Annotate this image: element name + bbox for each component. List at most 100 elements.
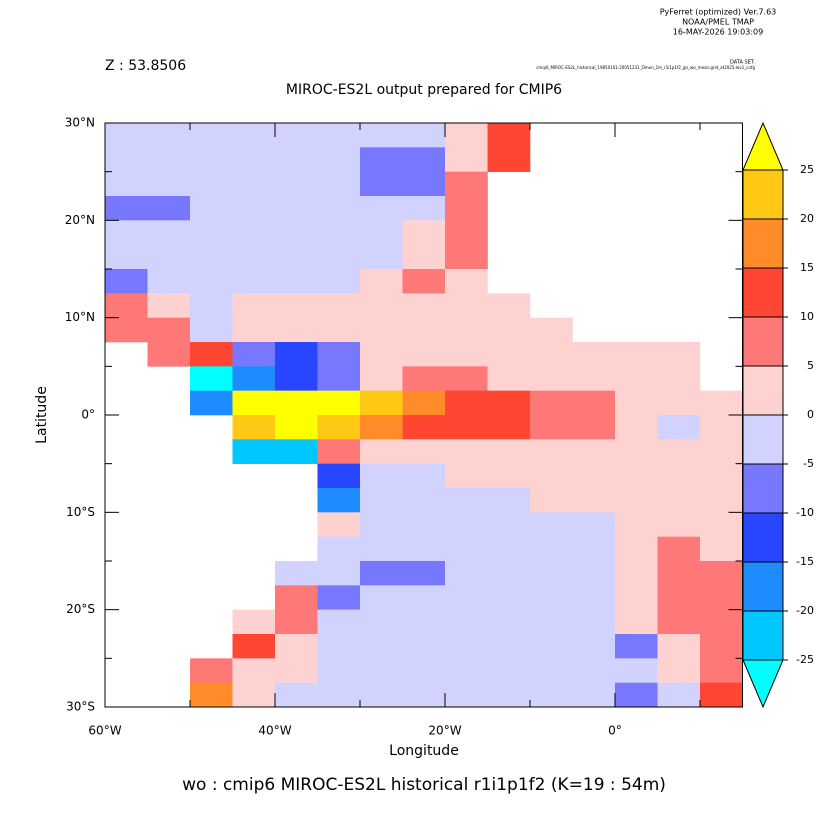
- cell: [275, 415, 318, 440]
- cell: [105, 269, 148, 294]
- cell: [700, 439, 743, 464]
- cell: [700, 512, 743, 537]
- cell: [402, 171, 446, 197]
- colorbar-bin: [742, 512, 784, 563]
- cell: [615, 561, 658, 586]
- cell: [360, 123, 403, 148]
- cell: [402, 317, 446, 343]
- cell: [360, 196, 403, 221]
- cell: [445, 196, 488, 221]
- cell: [445, 585, 488, 610]
- cell: [487, 463, 531, 489]
- cell: [572, 561, 616, 586]
- cell: [487, 634, 531, 659]
- cell: [360, 317, 403, 343]
- cell: [275, 658, 318, 683]
- y-tick-label: 0°: [81, 408, 95, 422]
- x-axis-label: Longitude: [389, 743, 459, 759]
- cell: [445, 366, 488, 391]
- colorbar-bin: [742, 610, 784, 661]
- cell: [232, 244, 276, 270]
- cell: [190, 220, 233, 245]
- cell: [572, 512, 616, 537]
- axes: 60°W 40°W 20°W 0° 30°N 20°N 10°N 0° 10°S 20°S 30°S…: [65, 116, 814, 738]
- cell: [402, 512, 446, 537]
- cell: [700, 390, 743, 416]
- cell: [105, 196, 148, 221]
- colorbar-label: 25: [800, 163, 814, 176]
- colorbar-label: -15: [796, 555, 814, 568]
- cell: [232, 123, 276, 148]
- cell: [487, 123, 531, 148]
- cell: [317, 609, 361, 635]
- cell: [147, 147, 191, 172]
- cell: [700, 609, 743, 635]
- cell: [700, 634, 743, 659]
- cell: [445, 439, 488, 464]
- cell: [275, 585, 318, 610]
- cell: [530, 536, 573, 562]
- cell: [190, 244, 233, 270]
- cell: [445, 293, 488, 318]
- cell: [232, 317, 276, 343]
- x-tick-label: 60°W: [88, 724, 121, 738]
- cell: [275, 682, 318, 708]
- cell: [317, 658, 361, 683]
- cell: [317, 244, 361, 270]
- cell: [572, 415, 616, 440]
- cell: [360, 609, 403, 635]
- cell: [360, 536, 403, 562]
- cell: [317, 196, 361, 221]
- cell: [317, 536, 361, 562]
- cell: [402, 463, 446, 489]
- cell: [232, 342, 276, 367]
- cell: [147, 342, 191, 367]
- cell: [530, 512, 573, 537]
- cell: [402, 488, 446, 513]
- footer: wo : cmip6 MIROC-ES2L historical r1i1p1f…: [182, 775, 666, 795]
- cell: [232, 415, 276, 440]
- cell: [317, 269, 361, 294]
- cell: [615, 415, 658, 440]
- cell: [275, 366, 318, 391]
- cell: [232, 171, 276, 197]
- cell: [402, 293, 446, 318]
- cell: [402, 609, 446, 635]
- cell: [190, 269, 233, 294]
- cell: [657, 366, 701, 391]
- cell: [615, 634, 658, 659]
- cell: [402, 147, 446, 172]
- cell: [147, 317, 191, 343]
- cell: [402, 682, 446, 708]
- cell: [190, 682, 233, 708]
- cell: [360, 366, 403, 391]
- cell: [700, 415, 743, 440]
- cell: [530, 609, 573, 635]
- cell: [232, 390, 276, 416]
- y-tick-label: 30°N: [65, 116, 95, 130]
- cell: [317, 220, 361, 245]
- dataset-label: DATA SET:: [730, 60, 755, 66]
- cell: [317, 317, 361, 343]
- colorbar-label: -5: [803, 457, 814, 470]
- cell: [487, 293, 531, 318]
- cell: [317, 585, 361, 610]
- chart-title: MIROC-ES2L output prepared for CMIP6: [286, 82, 562, 98]
- cell: [572, 536, 616, 562]
- cell: [190, 123, 233, 148]
- cell: [190, 390, 233, 416]
- cell: [360, 585, 403, 610]
- cell: [190, 658, 233, 683]
- cell: [402, 220, 446, 245]
- cell: [445, 342, 488, 367]
- cell: [445, 463, 488, 489]
- cell: [657, 342, 701, 367]
- cell: [147, 293, 191, 318]
- cell: [275, 609, 318, 635]
- colorbar-label: -10: [796, 506, 814, 519]
- dataset: cmip6_MIROC-ES2L_historical_19850101-200…: [536, 65, 755, 70]
- cell: [572, 342, 616, 367]
- cell: [572, 439, 616, 464]
